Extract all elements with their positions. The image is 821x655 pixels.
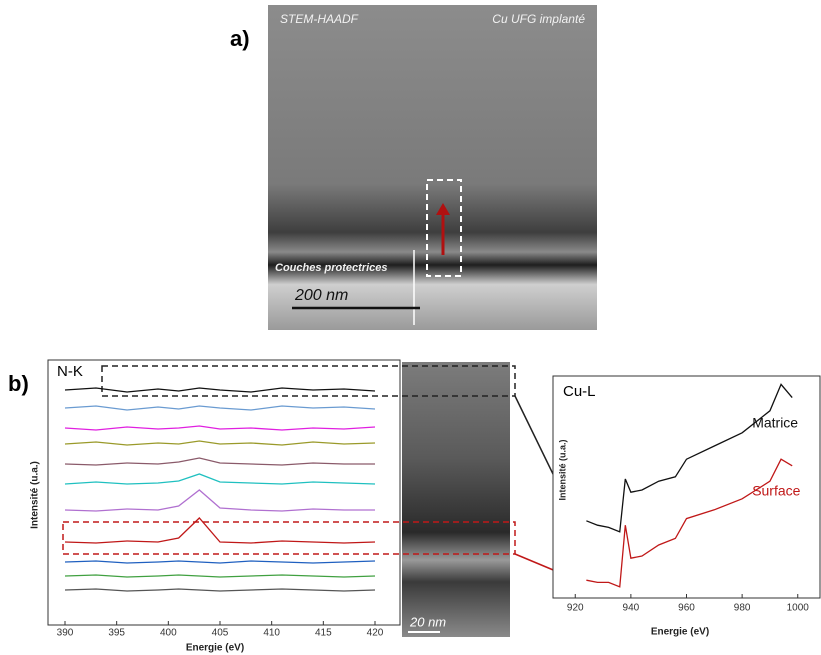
x-axis-title: Energie (eV) (651, 627, 709, 638)
spectrum (64, 489, 375, 512)
x-tick-label: 420 (367, 628, 384, 639)
spectrum (64, 440, 376, 446)
x-tick-label: 1000 (787, 603, 810, 614)
x-tick-label: 980 (734, 603, 751, 614)
spectrum (64, 517, 376, 544)
roi-box (426, 179, 462, 277)
x-tick-label: 410 (263, 628, 280, 639)
tem-image (268, 5, 597, 330)
plot-frame (47, 359, 401, 626)
roi-box (101, 365, 516, 397)
scale-bar-label: 200 nm (294, 287, 348, 304)
roi-box (62, 521, 516, 555)
x-tick-label: 400 (160, 628, 177, 639)
x-tick-label: 940 (623, 603, 640, 614)
x-tick-label: 920 (567, 603, 584, 614)
spectrum (64, 387, 376, 393)
panel-label: a) (230, 26, 250, 51)
plot-frame (552, 375, 821, 599)
image-label: Couches protectrices (275, 262, 387, 274)
scan-arrow-head (436, 203, 450, 215)
stem-strip (402, 362, 510, 637)
y-axis-title: Intensité (u.a.) (30, 461, 41, 529)
image-label: STEM-HAADF (280, 12, 359, 26)
spectrum (64, 473, 376, 485)
chart-title: N-K (57, 363, 83, 380)
spectrum (64, 457, 375, 466)
spectrum (64, 405, 376, 411)
spectrum (586, 458, 793, 588)
spectrum (64, 574, 376, 578)
x-tick-label: 960 (678, 603, 695, 614)
spectrum (64, 425, 376, 431)
spectrum (64, 560, 376, 564)
x-tick-label: 395 (108, 628, 125, 639)
x-tick-label: 415 (315, 628, 332, 639)
x-tick-label: 405 (212, 628, 229, 639)
series-label: Surface (752, 483, 800, 499)
image-label: Cu UFG implanté (492, 12, 585, 26)
y-axis-title: Intensité (u.a.) (557, 439, 567, 500)
series-label: Matrice (752, 414, 798, 430)
x-tick-label: 390 (57, 628, 74, 639)
scale-bar-label: 20 nm (409, 614, 446, 629)
spectrum (64, 588, 376, 592)
spectrum (586, 383, 793, 533)
chart-title: Cu-L (563, 383, 596, 400)
panel-label: b) (8, 371, 29, 396)
x-axis-title: Energie (eV) (186, 643, 244, 654)
